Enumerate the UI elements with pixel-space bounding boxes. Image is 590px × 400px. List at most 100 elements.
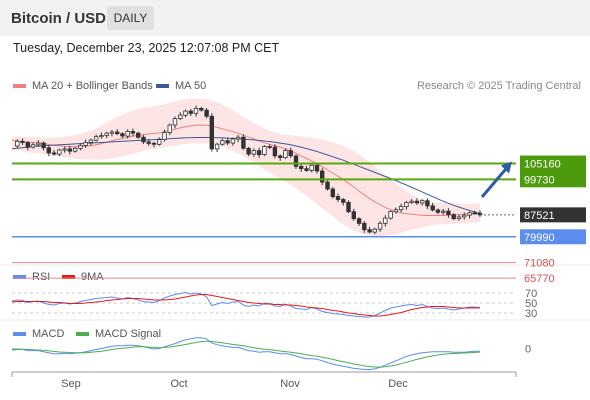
candle-body [377,222,383,230]
candle-body [15,140,20,147]
candle-body [225,140,230,144]
candle-body [472,212,477,215]
candle-body [167,124,172,133]
candle-body [36,142,41,146]
current-price-label: 87521 [524,210,555,222]
legend-rsi-label: RSI [32,271,51,283]
candle-body [115,131,120,135]
candle-body [272,146,278,157]
resistance-label-box [520,155,586,188]
candle-body [404,201,409,207]
legend-rsi-ma: 9MA [62,271,104,283]
candle-body [57,149,62,155]
x-tick-label-dec: Dec [388,378,408,390]
ma50-line [11,137,481,214]
candle-body [446,210,451,216]
candle-body [88,139,94,143]
legend-ma50: MA 50 [156,80,206,92]
candle-body [209,115,214,150]
candle-body [246,147,251,155]
candle-body [120,133,125,137]
candle-body [330,188,335,197]
ma50-swatch [156,84,169,88]
legend-rsi: RSI [13,271,50,283]
candle-body [277,155,283,158]
rsi-level-label: 50 [525,298,537,310]
candle-body [214,143,220,150]
target-label-2: 65770 [524,273,555,285]
legend-macd-signal-label: MACD Signal [95,328,162,340]
candle-body [78,144,83,149]
candle-body [83,142,88,146]
candle-body [393,209,399,213]
macd-line [11,337,480,370]
candle-body [135,132,141,138]
candle-body [388,211,393,219]
candle-body [341,199,346,203]
candle-body [335,196,341,200]
rsi-level-label: 70 [525,288,537,300]
candle-body [304,168,309,171]
candle-body [419,200,425,204]
candle-body [172,118,178,126]
candle-body [125,130,130,137]
support-label: 79990 [524,232,555,244]
candle-body [235,136,241,140]
legend-rsi-ma-label: 9MA [81,271,104,283]
candle-body [351,211,356,220]
candle-body [362,222,367,231]
candle-body [230,138,236,144]
candle-body [220,140,225,145]
candle-body [51,152,57,155]
candle-body [130,130,136,134]
support-label-box [520,229,586,245]
rsi-ma-swatch [62,275,75,279]
candle-body [93,136,99,141]
candle-body [346,201,351,213]
candle-body [456,216,462,219]
bollinger-band [12,98,480,237]
candle-body [383,217,388,224]
candle-body [398,206,404,211]
x-tick-label-oct: Oct [170,378,187,390]
candle-body [62,148,67,151]
candle-body [262,146,267,156]
candle-body [319,170,325,183]
period-button[interactable]: DAILY [107,6,154,30]
candle-body [67,148,72,152]
candle-body [467,212,472,216]
candle-body [298,165,304,170]
forecast-arrow-head [501,161,512,174]
candle-body [256,150,262,156]
candle-body [99,135,104,138]
target-label-1: 71080 [524,258,555,270]
candle-body [251,150,257,155]
ma20-swatch [13,84,26,88]
candle-body [104,132,109,136]
candle-body [178,114,183,119]
legend-ma20: MA 20 + Bollinger Bands [13,80,153,92]
candle-body [372,228,377,233]
candle-body [72,147,78,152]
candle-body [356,218,362,224]
candle-body [156,139,162,145]
credit-text: Research © 2025 Trading Central [416,80,581,92]
rsi-ma-line [11,294,480,317]
candle-body [293,155,299,167]
candle-body [409,200,414,203]
macd-signal-line [12,340,481,368]
candle-body [451,214,456,220]
candle-body [20,140,25,143]
candle-body [162,132,167,141]
candle-body [204,109,209,117]
candle-body [30,144,36,148]
timestamp: Tuesday, December 23, 2025 12:07:08 PM C… [13,41,280,55]
candle-body [430,205,435,211]
candle-body [435,209,441,213]
candle-body [188,110,193,114]
rsi-level-label: 30 [525,308,537,320]
candle-body [241,136,246,149]
legend-ma20-label: MA 20 + Bollinger Bands [32,80,153,92]
candle-body [46,147,51,154]
candle-body [309,164,314,171]
